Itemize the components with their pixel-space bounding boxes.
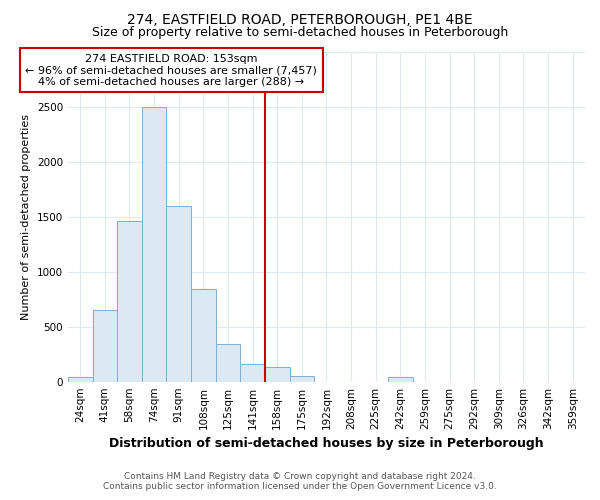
Text: 274, EASTFIELD ROAD, PETERBOROUGH, PE1 4BE: 274, EASTFIELD ROAD, PETERBOROUGH, PE1 4…	[127, 12, 473, 26]
Bar	[142, 106, 166, 382]
X-axis label: Distribution of semi-detached houses by size in Peterborough: Distribution of semi-detached houses by …	[109, 437, 544, 450]
Bar	[117, 221, 142, 382]
Text: Contains HM Land Registry data © Crown copyright and database right 2024.
Contai: Contains HM Land Registry data © Crown c…	[103, 472, 497, 491]
Bar	[290, 376, 314, 382]
Bar	[166, 206, 191, 382]
Bar	[215, 344, 240, 382]
Bar	[68, 378, 92, 382]
Text: 274 EASTFIELD ROAD: 153sqm
← 96% of semi-detached houses are smaller (7,457)
4% : 274 EASTFIELD ROAD: 153sqm ← 96% of semi…	[25, 54, 317, 87]
Text: Size of property relative to semi-detached houses in Peterborough: Size of property relative to semi-detach…	[92, 26, 508, 39]
Bar	[388, 376, 413, 382]
Bar	[240, 364, 265, 382]
Y-axis label: Number of semi-detached properties: Number of semi-detached properties	[21, 114, 31, 320]
Bar	[92, 310, 117, 382]
Bar	[191, 289, 215, 382]
Bar	[265, 368, 290, 382]
